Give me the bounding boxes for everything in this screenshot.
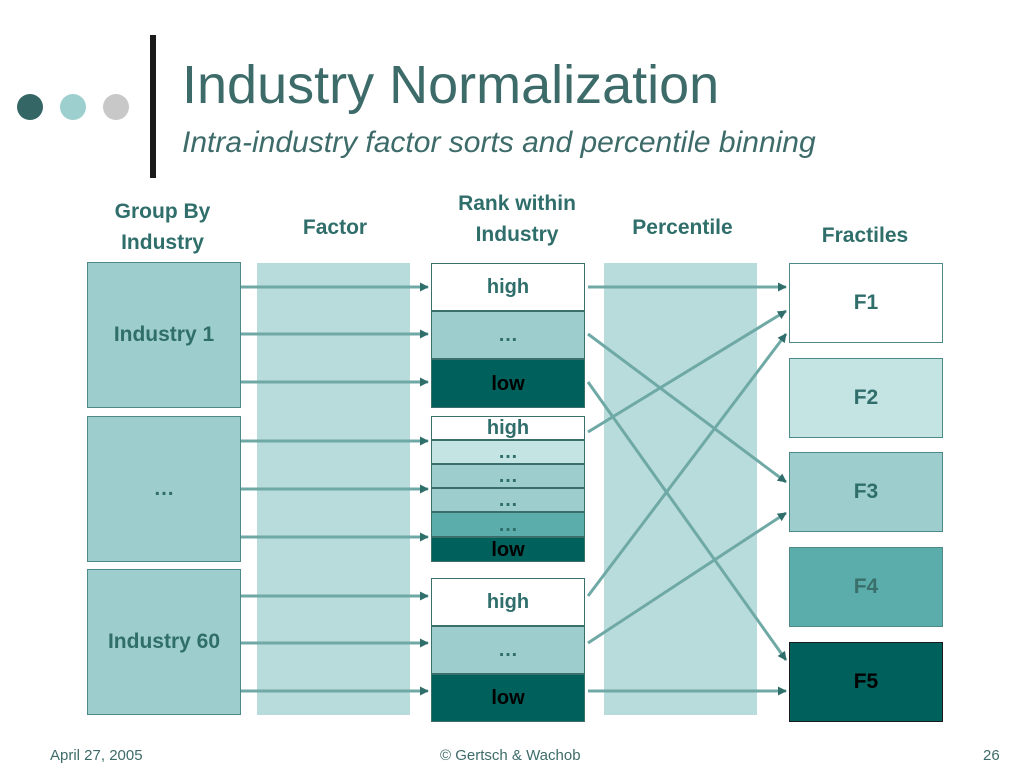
rank-cell-high: high (431, 416, 585, 440)
arrow (586, 381, 788, 661)
industry-box-ellipsis: … (87, 416, 241, 562)
industry-label: … (153, 477, 175, 500)
percentile-band (604, 263, 757, 715)
footer-copyright: © Gertsch & Wachob (440, 747, 581, 764)
fractile-box-f1: F1 (789, 263, 943, 343)
fractile-box-f5: F5 (789, 642, 943, 722)
header-group-by-industry: Group By Industry (114, 200, 211, 254)
arrow (587, 332, 787, 484)
fractile-box-f3: F3 (789, 452, 943, 532)
rank-cell-mid: … (431, 440, 585, 464)
slide-title: Industry Normalization (182, 55, 720, 115)
fractile-box-f2: F2 (789, 358, 943, 438)
decor-dot-gray (103, 94, 129, 120)
industry-box-1: Industry 1 (87, 262, 241, 408)
header-percentile: Percentile (632, 216, 733, 239)
header-rank-within-industry: Rank within Industry (458, 192, 576, 246)
arrow (587, 511, 787, 645)
fractile-box-f4: F4 (789, 547, 943, 627)
header-factor: Factor (302, 216, 368, 239)
arrow (586, 333, 788, 597)
industry-label: Industry 60 (107, 630, 221, 653)
industry-box-60: Industry 60 (87, 569, 241, 715)
industry-label: Industry 1 (113, 323, 215, 346)
rank-cell-low: low (431, 359, 585, 408)
rank-cell-high: high (431, 263, 585, 311)
rank-cell-low: low (431, 674, 585, 722)
decor-dot-dark (17, 94, 43, 120)
rank-cell-mid: … (431, 626, 585, 674)
rank-cell-mid: … (431, 512, 585, 537)
slide-subtitle: Intra-industry factor sorts and percenti… (182, 126, 816, 159)
rank-cell-mid: … (431, 488, 585, 512)
header-fractiles: Fractiles (821, 224, 909, 247)
rank-cell-low: low (431, 537, 585, 562)
rank-cell-mid: … (431, 464, 585, 488)
footer-page-number: 26 (983, 747, 1000, 764)
arrow (587, 309, 787, 434)
title-divider (150, 35, 156, 178)
footer-date: April 27, 2005 (50, 747, 143, 764)
rank-cell-mid: … (431, 311, 585, 359)
rank-cell-high: high (431, 578, 585, 626)
decor-dot-teal (60, 94, 86, 120)
